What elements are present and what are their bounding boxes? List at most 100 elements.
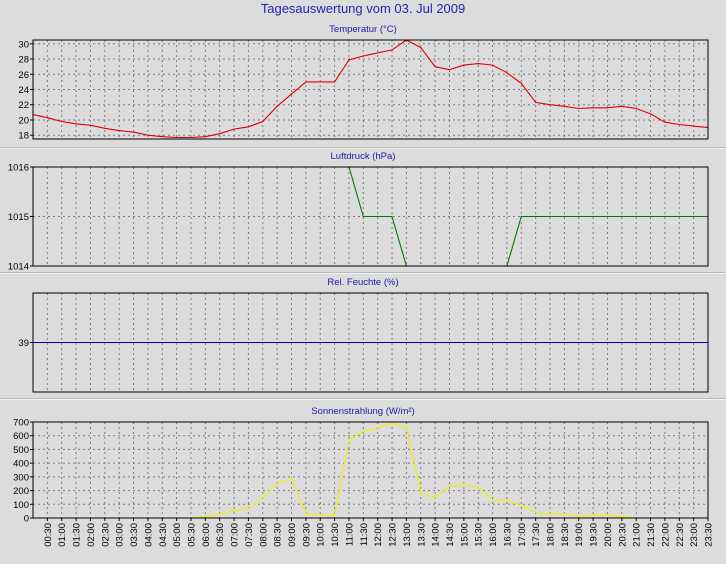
pressure-y-tick-label: 1014 (8, 262, 29, 273)
humidity-y-tick-label: 39 (18, 338, 29, 349)
temperature-data-point (621, 105, 623, 107)
pressure-data-point (635, 215, 637, 218)
temperature-y-tick-label: 26 (18, 70, 29, 81)
pressure-data-point (606, 215, 609, 218)
x-tick-label: 21:00 (632, 523, 643, 547)
pressure-data-point (377, 215, 379, 218)
radiation-y-tick-label: 700 (13, 418, 29, 429)
x-tick-label: 16:00 (488, 523, 499, 547)
radiation-data-point (606, 514, 609, 516)
temperature-data-point (664, 121, 666, 123)
x-tick-label: 20:00 (603, 523, 614, 547)
radiation-data-point (405, 426, 408, 429)
x-tick-label: 00:30 (43, 523, 54, 547)
x-tick-label: 23:00 (689, 523, 700, 547)
temperature-data-point (348, 59, 350, 61)
temperature-y-tick-label: 30 (18, 39, 29, 50)
x-tick-label: 12:00 (373, 523, 384, 547)
temperature-data-point (477, 63, 479, 65)
radiation-data-point (204, 516, 206, 518)
x-tick-label: 19:00 (574, 523, 585, 547)
temperature-data-point (678, 123, 680, 126)
radiation-data-point (290, 477, 293, 479)
humidity-plot-frame (32, 292, 709, 393)
radiation-data-point (563, 513, 565, 515)
x-tick-label: 10:00 (316, 523, 327, 547)
x-tick-label: 04:30 (158, 523, 169, 547)
x-tick-label: 05:00 (172, 523, 183, 547)
temperature-data-point (104, 127, 106, 129)
x-tick-label: 03:30 (129, 523, 140, 547)
temperature-data-point (132, 131, 135, 133)
x-tick-label: 15:00 (459, 523, 470, 547)
radiation-data-point (463, 483, 465, 485)
radiation-data-point (535, 511, 537, 514)
pressure-chart: 1014 1015 1016 (8, 163, 709, 273)
x-axis: 00:30 01:00 01:30 02:00 02:30 03:00 03:30 04:00… (43, 518, 715, 547)
panel-separator (0, 272, 726, 274)
pressure-data-point (592, 215, 594, 218)
temperature-data-point (118, 130, 120, 132)
radiation-data-point (276, 483, 278, 485)
x-tick-label: 06:00 (201, 523, 212, 547)
temperature-panel-title: Temperatur (°C) (329, 24, 397, 35)
radiation-y-tick-label: 200 (13, 486, 29, 497)
x-tick-label: 07:00 (230, 523, 241, 547)
radiation-chart: 0 100 200 300 400 500 600 700 (13, 418, 709, 525)
radiation-plot-frame (32, 421, 709, 519)
x-tick-label: 08:30 (273, 523, 284, 547)
pressure-plot-frame (32, 166, 709, 267)
temperature-data-point (606, 107, 609, 109)
temperature-data-point (649, 113, 652, 115)
humidity-chart: 39 (18, 292, 709, 393)
pressure-data-point (391, 215, 393, 218)
x-tick-label: 11:00 (344, 523, 355, 546)
radiation-plot-area (33, 422, 708, 518)
temperature-data-point (491, 64, 494, 66)
temperature-chart: 18 20 22 24 26 28 30 (18, 39, 709, 142)
x-tick-label: 07:30 (244, 523, 255, 547)
radiation-data-point (434, 496, 436, 499)
x-tick-label: 14:00 (431, 523, 442, 547)
radiation-data-point (491, 499, 494, 501)
x-tick-label: 22:30 (675, 523, 686, 547)
pressure-panel-title: Luftdruck (hPa) (330, 151, 396, 162)
radiation-y-tick-label: 300 (13, 472, 29, 483)
radiation-data-point (319, 514, 321, 516)
temperature-data-point (549, 104, 551, 106)
temperature-data-point (276, 105, 278, 107)
radiation-data-point (348, 439, 350, 441)
pressure-data-point (621, 215, 623, 218)
temperature-y-tick-label: 28 (18, 55, 29, 66)
radiation-data-point (506, 499, 508, 501)
temperature-data-point (535, 101, 537, 104)
temperature-data-point (262, 120, 264, 123)
x-tick-label: 13:30 (416, 523, 427, 547)
radiation-data-point (621, 516, 623, 518)
x-tick-label: 01:00 (57, 523, 68, 547)
temperature-data-point (463, 64, 465, 66)
temperature-data-point (176, 136, 178, 139)
temperature-data-point (592, 107, 594, 109)
pressure-data-point (535, 215, 537, 218)
temperature-data-point (147, 134, 149, 136)
temperature-data-point (219, 133, 221, 135)
radiation-panel-title: Sonnenstrahlung (W/m²) (311, 406, 415, 417)
radiation-data-point (520, 505, 522, 507)
pressure-y-tick-label: 1016 (8, 163, 29, 174)
pressure-data-point (678, 215, 680, 218)
pressure-data-point (549, 215, 551, 218)
radiation-data-point (362, 431, 364, 433)
x-tick-label: 16:30 (502, 523, 513, 547)
x-tick-label: 11:30 (359, 523, 370, 546)
radiation-data-point (247, 507, 250, 509)
temperature-data-point (319, 81, 321, 83)
temperature-data-point (61, 120, 63, 123)
panel-separator (0, 398, 726, 400)
x-tick-label: 23:30 (704, 523, 715, 547)
temperature-data-point (635, 107, 637, 110)
x-tick-label: 12:30 (388, 523, 399, 547)
x-tick-label: 21:30 (646, 523, 657, 547)
temperature-data-point (190, 136, 192, 139)
